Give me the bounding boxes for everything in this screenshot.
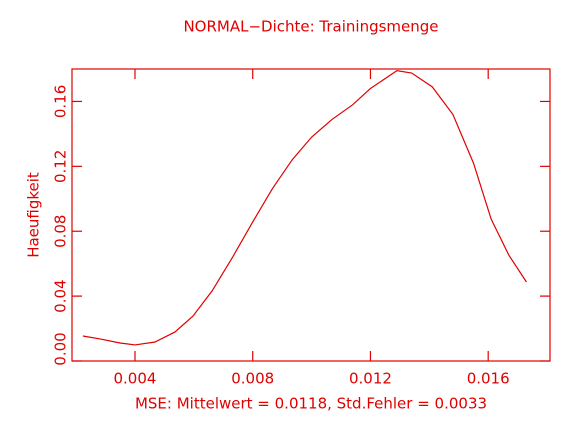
y-tick-label: 0.12 bbox=[52, 150, 70, 183]
y-tick-label: 0.04 bbox=[52, 279, 70, 312]
chart-title: NORMAL−Dichte: Trainingsmenge bbox=[183, 18, 438, 36]
x-tick-label: 0.016 bbox=[467, 370, 510, 388]
y-axis-label: Haeufigkeit bbox=[25, 172, 43, 258]
x-axis-label: MSE: Mittelwert = 0.0118, Std.Fehler = 0… bbox=[135, 395, 487, 413]
x-tick-label: 0.012 bbox=[349, 370, 392, 388]
y-tick-label: 0.00 bbox=[52, 332, 70, 365]
plot-frame bbox=[71, 68, 551, 362]
data-line bbox=[82, 69, 527, 346]
x-tick-label: 0.004 bbox=[114, 370, 157, 388]
x-tick-label: 0.008 bbox=[231, 370, 274, 388]
y-tick-label: 0.16 bbox=[52, 85, 70, 118]
y-tick-label: 0.08 bbox=[52, 215, 70, 248]
